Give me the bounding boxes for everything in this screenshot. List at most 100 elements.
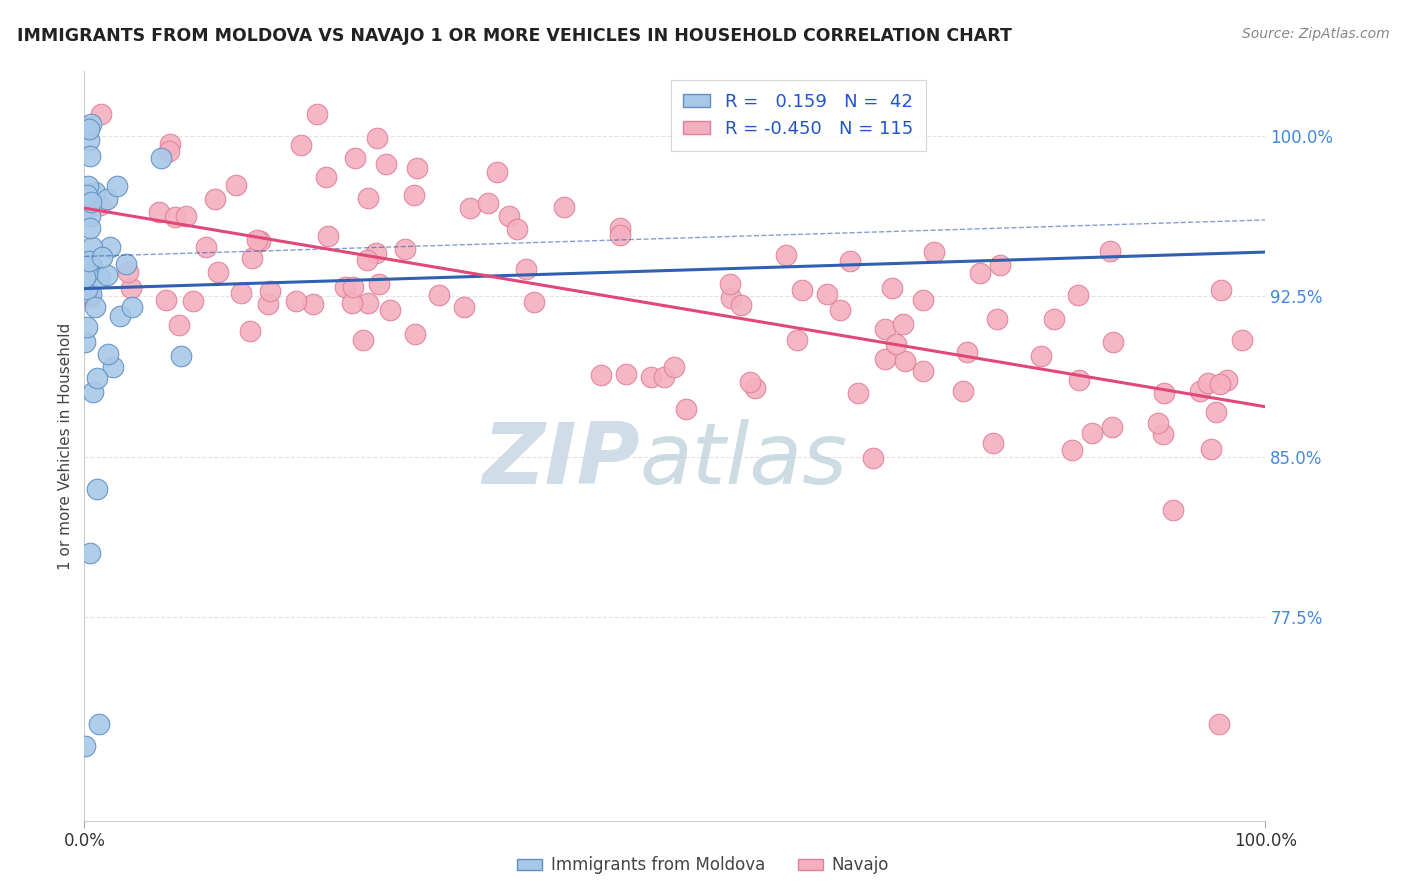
Point	[80, 239, 103, 253]
Point	[1043, 312, 1066, 326]
Point	[652, 369, 675, 384]
Point	[744, 381, 766, 395]
Text: IMMIGRANTS FROM MOLDOVA VS NAVAJO 1 OR MORE VEHICLES IN HOUSEHOLD CORRELATION CH: IMMIGRANTS FROM MOLDOVA VS NAVAJO 1 OR M…	[17, 27, 1012, 45]
Point	[97, 347, 120, 361]
Point	[1216, 373, 1239, 387]
Point	[1081, 426, 1104, 441]
Point	[120, 281, 142, 295]
Point	[357, 295, 380, 310]
Point	[1188, 384, 1211, 398]
Point	[101, 359, 124, 374]
Point	[284, 293, 307, 308]
Point	[79, 209, 101, 223]
Point	[79, 546, 101, 560]
Point	[1099, 244, 1122, 258]
Point	[356, 252, 378, 267]
Point	[815, 286, 838, 301]
Point	[366, 246, 388, 260]
Point	[955, 345, 977, 359]
Point	[427, 288, 450, 302]
Point	[718, 277, 741, 291]
Point	[924, 244, 946, 259]
Point	[1147, 416, 1170, 430]
Point	[1197, 376, 1219, 390]
Point	[1152, 426, 1174, 441]
Point	[344, 151, 367, 165]
Point	[315, 170, 337, 185]
Point	[98, 240, 121, 254]
Point	[290, 137, 312, 152]
Point	[952, 384, 974, 399]
Point	[1201, 442, 1223, 457]
Point	[523, 294, 546, 309]
Point	[609, 228, 631, 243]
Point	[1029, 349, 1052, 363]
Point	[983, 435, 1005, 450]
Point	[83, 300, 105, 314]
Point	[96, 268, 118, 282]
Point	[91, 250, 114, 264]
Point	[76, 320, 98, 334]
Y-axis label: 1 or more Vehicles in Household: 1 or more Vehicles in Household	[58, 322, 73, 570]
Point	[79, 149, 101, 163]
Legend: Immigrants from Moldova, Navajo: Immigrants from Moldova, Navajo	[510, 849, 896, 881]
Point	[986, 311, 1008, 326]
Point	[404, 188, 426, 202]
Point	[485, 165, 508, 179]
Point	[378, 303, 401, 318]
Point	[87, 717, 110, 731]
Point	[240, 252, 263, 266]
Point	[79, 290, 101, 304]
Point	[357, 191, 380, 205]
Point	[96, 192, 118, 206]
Point	[73, 335, 96, 350]
Point	[720, 291, 742, 305]
Point	[82, 385, 104, 400]
Point	[614, 368, 637, 382]
Point	[155, 293, 177, 307]
Point	[894, 354, 917, 368]
Point	[1230, 333, 1253, 347]
Point	[107, 179, 129, 194]
Point	[77, 122, 100, 136]
Point	[775, 248, 797, 262]
Point	[675, 402, 697, 417]
Point	[553, 200, 575, 214]
Point	[333, 280, 356, 294]
Point	[207, 265, 229, 279]
Point	[110, 309, 132, 323]
Point	[1209, 377, 1232, 392]
Point	[366, 130, 388, 145]
Point	[375, 156, 398, 170]
Point	[75, 202, 97, 217]
Point	[157, 145, 180, 159]
Point	[1161, 503, 1184, 517]
Point	[76, 179, 98, 194]
Point	[148, 204, 170, 219]
Text: ZIP: ZIP	[482, 419, 640, 502]
Point	[1208, 717, 1230, 731]
Point	[458, 201, 481, 215]
Point	[786, 333, 808, 347]
Point	[79, 220, 101, 235]
Point	[846, 385, 869, 400]
Point	[969, 266, 991, 280]
Point	[75, 120, 97, 134]
Point	[249, 234, 271, 248]
Point	[875, 351, 897, 366]
Point	[117, 265, 139, 279]
Point	[1102, 334, 1125, 349]
Point	[342, 280, 364, 294]
Point	[394, 242, 416, 256]
Point	[515, 261, 537, 276]
Point	[498, 209, 520, 223]
Point	[159, 137, 181, 152]
Point	[307, 107, 329, 121]
Point	[170, 349, 193, 363]
Point	[1101, 420, 1123, 434]
Point	[204, 193, 226, 207]
Point	[1205, 405, 1227, 419]
Point	[90, 107, 112, 121]
Point	[246, 233, 269, 247]
Point	[194, 239, 217, 253]
